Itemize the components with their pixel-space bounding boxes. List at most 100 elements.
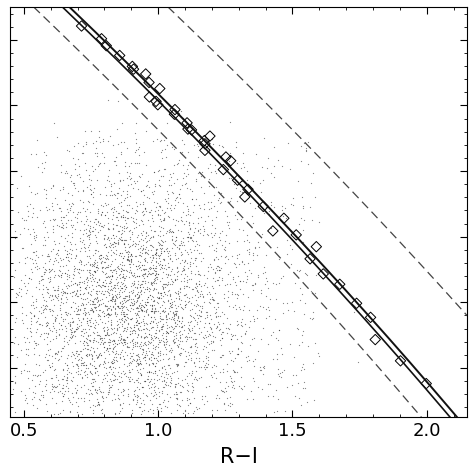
Point xyxy=(182,180,190,187)
Point xyxy=(299,384,307,392)
Point xyxy=(166,254,173,262)
Point xyxy=(68,233,75,241)
Point xyxy=(64,341,72,348)
Point xyxy=(120,224,128,232)
Point xyxy=(47,374,55,381)
Point xyxy=(154,384,162,392)
Point xyxy=(153,329,160,337)
Point xyxy=(213,207,220,215)
Point xyxy=(118,278,125,285)
Point xyxy=(43,321,51,328)
Point xyxy=(274,156,282,164)
Point xyxy=(95,128,103,135)
Point xyxy=(132,351,140,358)
Point xyxy=(192,339,200,347)
Point xyxy=(220,310,228,318)
Point xyxy=(74,356,82,364)
Point xyxy=(144,178,151,185)
Point xyxy=(83,335,91,343)
Point xyxy=(106,273,114,280)
Point xyxy=(185,228,192,235)
Point xyxy=(275,279,283,287)
Point xyxy=(29,401,37,409)
Point xyxy=(155,202,163,210)
Point xyxy=(177,270,185,278)
Point xyxy=(77,361,84,369)
Point xyxy=(193,343,201,351)
Point xyxy=(99,223,107,230)
Point xyxy=(149,336,157,344)
Point xyxy=(184,125,191,133)
Point xyxy=(144,270,152,278)
Point xyxy=(98,264,106,272)
Point xyxy=(18,245,26,252)
Point xyxy=(71,332,78,339)
Point xyxy=(211,309,219,317)
Point xyxy=(41,265,49,273)
Point xyxy=(138,277,146,285)
Point xyxy=(119,254,127,262)
Point xyxy=(228,333,236,340)
Point xyxy=(155,375,163,383)
Point xyxy=(131,386,138,394)
Point xyxy=(17,292,25,300)
Point xyxy=(49,265,56,273)
Point xyxy=(171,307,179,315)
Point xyxy=(46,326,54,334)
Point xyxy=(134,374,141,382)
Point xyxy=(167,228,174,236)
Point xyxy=(130,379,138,386)
Point xyxy=(129,215,137,222)
Point xyxy=(82,140,90,148)
Point xyxy=(115,363,123,371)
Point xyxy=(88,297,95,305)
Point xyxy=(113,282,120,289)
Point xyxy=(174,160,182,167)
Point xyxy=(98,406,105,414)
Point xyxy=(72,389,80,396)
Point xyxy=(187,235,195,242)
Point xyxy=(175,241,182,248)
Point xyxy=(27,328,35,336)
Point xyxy=(141,300,148,308)
Point xyxy=(153,271,160,278)
Point xyxy=(132,135,140,143)
Point xyxy=(163,340,170,347)
Point xyxy=(104,200,111,208)
Point xyxy=(81,337,88,345)
Point xyxy=(156,318,164,325)
Point xyxy=(171,383,179,391)
Point xyxy=(198,213,205,221)
Point xyxy=(136,272,143,280)
Point xyxy=(73,310,81,318)
Point xyxy=(50,182,57,190)
Point xyxy=(36,332,44,340)
Point xyxy=(118,273,126,281)
Point xyxy=(223,360,231,368)
Point xyxy=(166,225,174,233)
Point xyxy=(157,249,164,257)
Point xyxy=(87,191,94,198)
Point xyxy=(183,334,191,341)
Point xyxy=(251,281,259,288)
Point xyxy=(85,233,92,241)
Point xyxy=(278,368,285,376)
Point xyxy=(212,309,220,316)
Point xyxy=(185,321,192,328)
Point xyxy=(130,356,138,364)
Point xyxy=(90,193,97,201)
Point xyxy=(61,269,68,277)
Point xyxy=(194,153,201,160)
Point xyxy=(85,227,93,234)
Point xyxy=(37,303,45,310)
Point xyxy=(100,300,107,307)
Point xyxy=(159,398,167,406)
Point xyxy=(162,145,169,153)
Point xyxy=(233,321,241,328)
Point xyxy=(88,315,95,322)
Point xyxy=(283,212,291,219)
Point xyxy=(71,179,78,186)
Point xyxy=(177,241,184,249)
Point xyxy=(48,374,56,382)
Point xyxy=(133,284,140,292)
